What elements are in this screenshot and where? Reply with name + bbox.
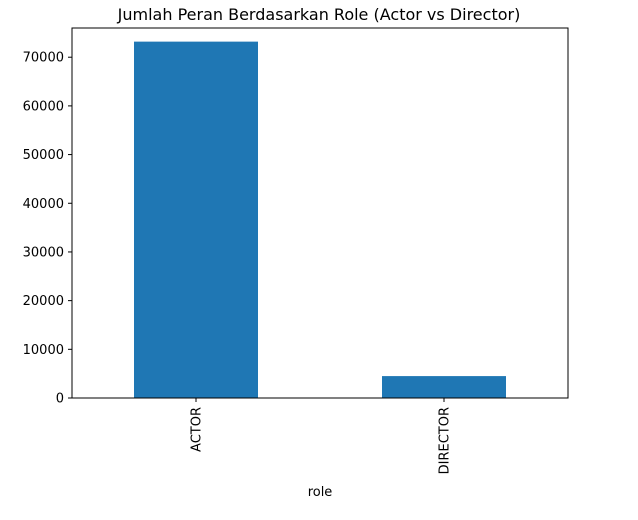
x-axis: ACTOR DIRECTOR — [190, 398, 453, 474]
bar-director — [382, 376, 506, 398]
y-tick-label: 20000 — [23, 294, 64, 309]
x-tick-label: DIRECTOR — [438, 407, 453, 474]
bar-actor — [134, 41, 258, 398]
y-tick-label: 60000 — [23, 99, 64, 114]
chart-title: Jumlah Peran Berdasarkan Role (Actor vs … — [117, 5, 521, 24]
y-tick-label: 70000 — [23, 51, 64, 66]
y-axis: 0 10000 20000 30000 40000 50000 60000 70000 — [23, 51, 72, 407]
y-tick-label: 10000 — [23, 343, 64, 358]
y-tick-label: 50000 — [23, 148, 64, 163]
x-tick-label: ACTOR — [190, 407, 205, 452]
y-tick-label: 40000 — [23, 197, 64, 212]
plot-frame — [71, 27, 569, 399]
x-axis-label: role — [308, 485, 333, 500]
y-tick-label: 0 — [56, 392, 64, 407]
bars-group — [134, 41, 506, 398]
y-tick-label: 30000 — [23, 245, 64, 260]
